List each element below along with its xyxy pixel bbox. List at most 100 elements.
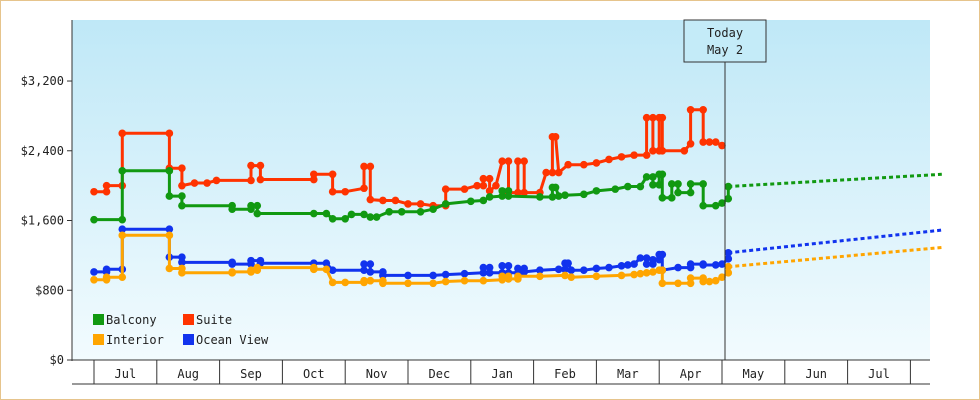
projection-line-interior xyxy=(728,246,942,269)
data-point-interior xyxy=(429,279,437,288)
data-point-interior xyxy=(504,275,513,283)
data-point-balcony xyxy=(674,188,682,197)
data-point-balcony xyxy=(360,210,368,219)
data-point-suite xyxy=(416,200,425,208)
data-point-balcony xyxy=(253,201,262,210)
data-point-suite xyxy=(554,168,563,177)
data-point-ocean-view xyxy=(564,259,572,268)
data-point-balcony xyxy=(592,187,601,195)
data-point-interior xyxy=(617,271,626,280)
data-point-balcony xyxy=(624,182,632,191)
data-point-interior xyxy=(649,268,657,276)
data-point-ocean-view xyxy=(711,261,720,269)
data-point-suite xyxy=(592,159,601,167)
data-point-balcony xyxy=(580,190,588,199)
data-point-balcony xyxy=(467,197,475,206)
data-point-ocean-view xyxy=(90,268,98,276)
data-point-suite xyxy=(630,151,638,159)
data-point-balcony xyxy=(397,207,406,216)
data-point-interior xyxy=(404,279,412,288)
data-point-balcony xyxy=(322,209,331,218)
data-point-ocean-view xyxy=(592,264,601,273)
data-point-interior xyxy=(592,272,601,281)
data-point-balcony xyxy=(561,191,569,200)
data-point-ocean-view xyxy=(674,263,682,272)
data-point-ocean-view xyxy=(554,265,563,274)
data-point-balcony xyxy=(536,193,544,201)
legend: Balcony Suite Interior Ocean View xyxy=(93,313,269,347)
data-point-interior xyxy=(118,273,127,281)
data-point-interior xyxy=(253,263,262,272)
data-point-suite xyxy=(178,181,186,190)
data-point-balcony xyxy=(699,180,707,188)
data-point-interior xyxy=(328,278,337,287)
x-month-label: Mar xyxy=(617,367,639,381)
data-point-balcony xyxy=(548,193,557,201)
data-point-interior xyxy=(165,264,174,273)
data-point-balcony xyxy=(341,214,350,223)
data-point-balcony xyxy=(385,207,393,216)
data-point-balcony xyxy=(178,192,186,200)
data-point-suite xyxy=(492,181,500,190)
projection-line-balcony xyxy=(728,172,942,188)
data-point-ocean-view xyxy=(178,258,186,267)
data-point-ocean-view xyxy=(605,263,613,272)
data-point-ocean-view xyxy=(165,225,174,234)
data-point-balcony xyxy=(228,205,236,213)
data-point-interior xyxy=(686,274,695,282)
data-point-interior xyxy=(724,262,733,271)
data-point-interior xyxy=(705,277,714,286)
data-point-balcony xyxy=(642,173,651,181)
data-point-suite xyxy=(514,188,522,197)
data-point-balcony xyxy=(372,213,381,221)
data-point-ocean-view xyxy=(642,254,651,262)
x-month-label: Oct xyxy=(303,367,325,381)
y-tick-label: $1,600 xyxy=(21,214,64,228)
data-point-suite xyxy=(642,151,651,159)
data-point-suite xyxy=(203,179,211,187)
data-point-balcony xyxy=(253,209,262,218)
data-point-ocean-view xyxy=(636,254,645,262)
legend-label-interior: Interior xyxy=(106,333,164,347)
data-point-balcony xyxy=(658,170,667,179)
data-point-ocean-view xyxy=(514,264,522,273)
data-point-interior xyxy=(479,276,488,285)
data-point-suite xyxy=(102,187,111,196)
data-point-ocean-view xyxy=(724,255,733,263)
x-month-label: Apr xyxy=(680,367,702,381)
data-point-balcony xyxy=(504,192,513,200)
data-point-balcony xyxy=(649,180,657,189)
data-point-balcony xyxy=(498,192,507,200)
data-point-interior xyxy=(636,269,645,278)
data-point-interior xyxy=(178,269,186,277)
data-point-suite xyxy=(247,161,255,170)
data-point-suite xyxy=(520,188,528,197)
x-month-label: Jan xyxy=(491,367,513,381)
legend-label-ocean-view: Ocean View xyxy=(196,333,269,347)
x-month-label: Nov xyxy=(366,367,388,381)
data-point-interior xyxy=(228,268,236,276)
data-point-interior xyxy=(460,276,469,285)
data-point-suite xyxy=(360,162,368,171)
data-point-suite xyxy=(247,176,255,185)
data-point-ocean-view xyxy=(485,269,494,277)
data-point-suite xyxy=(310,170,318,179)
data-point-suite xyxy=(441,185,450,193)
data-point-suite xyxy=(212,176,221,185)
data-point-balcony xyxy=(724,194,733,203)
data-point-suite xyxy=(379,196,387,205)
series-layer xyxy=(90,105,942,288)
data-point-interior xyxy=(711,276,720,285)
data-point-suite xyxy=(473,181,481,190)
data-point-ocean-view xyxy=(536,266,544,275)
y-axis: $0 $800 $1,600 $2,400 $3,200 xyxy=(21,20,73,367)
data-point-interior xyxy=(102,273,111,281)
data-point-balcony xyxy=(485,193,494,201)
data-point-suite xyxy=(504,157,513,166)
data-point-suite xyxy=(498,157,507,166)
data-point-balcony xyxy=(667,194,676,202)
data-point-ocean-view xyxy=(580,266,588,275)
data-point-balcony xyxy=(551,183,560,192)
data-point-balcony xyxy=(711,201,720,210)
data-point-suite xyxy=(649,113,657,122)
